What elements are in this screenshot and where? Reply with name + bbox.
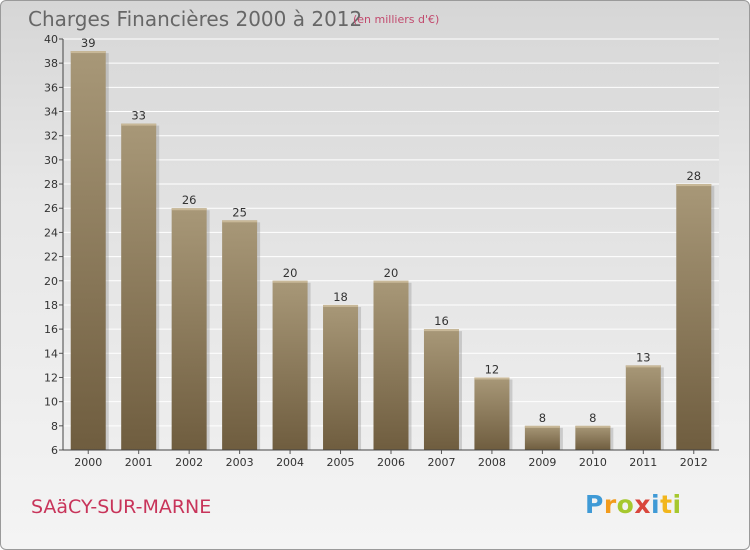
y-tick-label: 26 <box>44 202 58 215</box>
y-tick-label: 10 <box>44 396 58 409</box>
y-tick-label: 12 <box>44 371 58 384</box>
bar <box>524 425 560 450</box>
bar-value-label: 20 <box>283 266 298 280</box>
y-tick-label: 36 <box>44 81 58 94</box>
bar-top-highlight <box>676 184 712 187</box>
bar-value-label: 8 <box>589 411 596 425</box>
y-tick-label: 8 <box>51 420 58 433</box>
bar <box>676 184 712 450</box>
bar-value-label: 13 <box>636 350 651 364</box>
logo-letter: x <box>634 490 651 519</box>
bar-top-highlight <box>373 280 409 283</box>
bar <box>171 208 207 450</box>
bar <box>222 220 258 450</box>
bar-value-label: 18 <box>333 290 348 304</box>
bar <box>373 280 409 450</box>
bar-top-highlight <box>272 280 308 283</box>
logo-letter: o <box>616 490 635 519</box>
x-tick-label: 2007 <box>427 456 455 469</box>
y-tick-label: 18 <box>44 299 58 312</box>
x-tick-label: 2002 <box>175 456 203 469</box>
x-tick-label: 2004 <box>276 456 304 469</box>
y-tick-label: 38 <box>44 57 58 70</box>
y-tick-label: 32 <box>44 130 58 143</box>
bar-top-highlight <box>121 123 157 126</box>
logo-letter: r <box>603 490 617 519</box>
labels-layer: 39 33 26 25 20 18 20 16 12 8 8 13 28 <box>81 36 701 425</box>
bar-value-label: 16 <box>434 314 449 328</box>
y-tick-label: 20 <box>44 275 58 288</box>
x-tick-label: 2000 <box>74 456 102 469</box>
bar-top-highlight <box>70 51 106 54</box>
x-tick-label: 2010 <box>579 456 607 469</box>
bar <box>323 304 359 450</box>
y-tick-label: 14 <box>44 347 58 360</box>
y-tick-label: 28 <box>44 178 58 191</box>
bar-top-highlight <box>323 304 359 307</box>
bar-top-highlight <box>625 365 661 368</box>
place-name: SAäCY-SUR-MARNE <box>31 496 212 518</box>
bar-value-label: 20 <box>384 266 399 280</box>
bar <box>575 425 611 450</box>
x-tick-label: 2003 <box>226 456 254 469</box>
y-tick-label: 6 <box>51 444 58 457</box>
y-tick-label: 40 <box>44 33 58 46</box>
axis-layer: 6 8 10 12 14 16 18 20 22 24 26 28 30 32 34 36 38 40 2000 20… <box>44 33 719 469</box>
y-tick-label: 24 <box>44 226 58 239</box>
bar-top-highlight <box>575 425 611 428</box>
x-tick-label: 2011 <box>629 456 657 469</box>
bar-top-highlight <box>222 220 258 223</box>
x-tick-label: 2006 <box>377 456 405 469</box>
logo-letter: i <box>651 490 661 519</box>
proxiti-logo: Proxiti <box>585 490 682 519</box>
bar-top-highlight <box>524 425 560 428</box>
y-tick-label: 16 <box>44 323 58 336</box>
bar-value-label: 33 <box>131 109 146 123</box>
chart-unit: (en milliers d'€) <box>353 13 440 26</box>
x-tick-label: 2009 <box>528 456 556 469</box>
bar-value-label: 26 <box>182 193 197 207</box>
y-tick-label: 34 <box>44 106 58 119</box>
bar-value-label: 25 <box>232 205 247 219</box>
x-tick-label: 2005 <box>327 456 355 469</box>
bar-value-label: 39 <box>81 36 96 50</box>
bar-value-label: 12 <box>485 362 500 376</box>
bar-value-label: 8 <box>539 411 546 425</box>
bar <box>121 123 157 450</box>
logo-letter: i <box>672 490 682 519</box>
bar <box>625 365 661 450</box>
logo-letter: t <box>660 490 673 519</box>
chart-title: Charges Financières 2000 à 2012 <box>28 7 363 31</box>
bar-value-label: 28 <box>686 169 701 183</box>
bar-top-highlight <box>171 208 207 211</box>
bar <box>272 280 308 450</box>
y-tick-label: 30 <box>44 154 58 167</box>
bar-top-highlight <box>474 377 510 380</box>
bar <box>70 51 106 451</box>
y-tick-label: 22 <box>44 251 58 264</box>
x-tick-label: 2001 <box>125 456 153 469</box>
bar <box>423 329 459 450</box>
bar-top-highlight <box>423 329 459 332</box>
bars-layer <box>70 51 715 451</box>
bar <box>474 377 510 450</box>
logo-letter: P <box>585 490 604 519</box>
x-tick-label: 2012 <box>680 456 708 469</box>
x-tick-label: 2008 <box>478 456 506 469</box>
